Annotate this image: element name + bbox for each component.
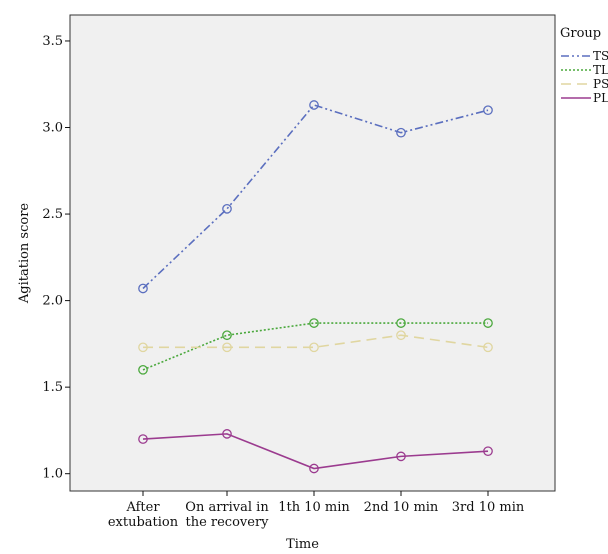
series-ps <box>138 330 493 353</box>
series-layer <box>138 100 493 474</box>
data-point <box>138 434 148 444</box>
legend-label-tl: TL <box>593 63 608 77</box>
data-point <box>222 342 232 353</box>
data-point <box>138 364 148 375</box>
series-pl <box>138 429 493 474</box>
data-point <box>396 451 406 462</box>
data-point <box>309 463 319 474</box>
y-tick-label: 1.5 <box>42 380 63 395</box>
series-line-pl <box>142 433 489 470</box>
data-point <box>483 342 493 353</box>
series-line-ps <box>143 334 489 349</box>
data-point <box>483 105 493 116</box>
data-point <box>222 330 232 341</box>
data-point <box>222 429 232 439</box>
data-point <box>222 204 232 214</box>
x-tick-label: After extubation <box>108 500 179 530</box>
data-point <box>309 318 319 328</box>
data-point <box>396 318 406 328</box>
data-point <box>138 283 148 294</box>
data-point <box>309 100 319 110</box>
y-axis-title: Agitation score <box>17 203 32 305</box>
data-point <box>396 127 406 138</box>
y-axis: 1.0 1.5 2.0 2.5 3.0 3.5 <box>42 34 70 482</box>
x-tick-label: 3rd 10 min <box>452 500 525 515</box>
y-tick-label: 2.5 <box>42 207 63 222</box>
series-ts <box>138 100 493 294</box>
data-point <box>483 446 493 457</box>
x-axis-title: Time <box>286 537 319 552</box>
x-tick-label: On arrival in the recovery <box>185 500 269 530</box>
x-tick-label: 1th 10 min <box>278 500 350 515</box>
data-point <box>138 342 148 353</box>
y-tick-label: 3.0 <box>42 121 63 136</box>
y-tick-label: 1.0 <box>42 467 63 482</box>
legend-label-pl: PL <box>593 91 608 105</box>
plot-area <box>69 14 556 492</box>
legend-title: Group <box>560 26 601 41</box>
legend-label-ps: PS <box>593 77 608 91</box>
y-tick-label: 3.5 <box>42 34 63 49</box>
x-tick-label: 2nd 10 min <box>364 500 439 515</box>
legend-label-ts: TS <box>593 49 608 63</box>
data-point <box>396 330 406 341</box>
y-tick-label: 2.0 <box>42 294 63 309</box>
data-point <box>309 342 319 353</box>
data-point <box>483 318 493 328</box>
